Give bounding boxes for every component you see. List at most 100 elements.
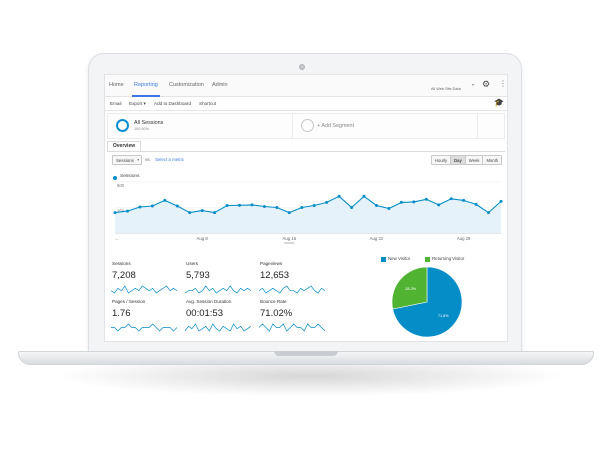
laptop-screen: Home Reporting Customization Admin All W…	[104, 74, 508, 342]
data-point[interactable]	[225, 204, 229, 207]
chart-resize-handle[interactable]	[284, 242, 295, 244]
data-point[interactable]	[325, 200, 329, 204]
active-tab-indicator	[132, 95, 160, 97]
data-point[interactable]	[188, 211, 192, 215]
data-point[interactable]	[437, 203, 441, 207]
email-button[interactable]: Email	[110, 101, 122, 106]
data-point[interactable]	[300, 206, 304, 209]
sessions-line	[114, 195, 502, 214]
sparkline-path	[111, 323, 177, 332]
graduation-cap-icon[interactable]: 🎓	[494, 98, 504, 107]
tab-admin[interactable]: Admin	[212, 82, 228, 88]
data-point[interactable]	[287, 211, 291, 215]
sessions-line-chart: 500 250... Aug 8 Aug 15 Aug 22 Aug 29	[113, 181, 503, 244]
data-point[interactable]	[412, 200, 416, 204]
sparkline	[111, 285, 177, 294]
data-point[interactable]	[126, 209, 129, 213]
x-tick-label: Aug 29	[457, 236, 471, 241]
data-point[interactable]	[449, 197, 453, 201]
month-button[interactable]: Month	[483, 156, 502, 164]
data-point[interactable]	[138, 205, 142, 209]
returning-visitor-slice[interactable]	[391, 266, 428, 310]
data-point[interactable]	[337, 194, 341, 198]
x-tick-label: ...	[115, 236, 119, 241]
data-point[interactable]	[487, 211, 490, 215]
add-segment-button[interactable]: + Add Segment	[293, 114, 478, 138]
segment-indicator-icon	[116, 119, 129, 132]
data-point[interactable]	[499, 199, 503, 203]
tab-divider	[107, 151, 505, 152]
data-point[interactable]	[362, 194, 366, 198]
segment-all-sessions[interactable]: All Sessions 100.00%	[108, 114, 293, 138]
data-point[interactable]	[375, 204, 378, 207]
data-point[interactable]	[150, 204, 154, 208]
metric-tile-pages-per-session[interactable]: Pages / Session 1.76	[109, 299, 181, 335]
metric-value: 1.76	[112, 308, 131, 319]
metric-tile-bounce-rate[interactable]: Bounce Rate 71.02%	[257, 299, 329, 335]
sparkline	[185, 323, 251, 332]
gear-icon[interactable]: ⚙	[482, 79, 491, 89]
add-to-dashboard-button[interactable]: Add to Dashboard	[154, 101, 192, 106]
sparkline-path	[185, 323, 251, 332]
data-point[interactable]	[163, 198, 167, 202]
sparkline-path	[111, 285, 177, 294]
tab-customization[interactable]: Customization	[169, 82, 204, 88]
data-point[interactable]	[200, 209, 204, 213]
metric-label: Avg. Session Duration	[186, 299, 232, 304]
metric-label: Sessions	[112, 261, 131, 266]
data-point[interactable]	[213, 211, 217, 215]
day-button[interactable]: Day	[451, 156, 466, 164]
data-point[interactable]	[175, 204, 179, 208]
slice-label: 71.8%	[438, 314, 449, 318]
metric-value: 12,653	[260, 270, 290, 281]
data-point[interactable]	[312, 204, 316, 207]
hourly-button[interactable]: Hourly	[432, 156, 452, 164]
export-button[interactable]: Export ▾	[129, 101, 146, 106]
metric-tile-sessions[interactable]: Sessions 7,208	[109, 261, 181, 297]
metric-tile-users[interactable]: Users 5,793	[183, 261, 255, 297]
metric-tile-avg-session-duration[interactable]: Avg. Session Duration 00:01:53	[183, 299, 255, 335]
y-tick-label: 250	[117, 209, 125, 214]
sparkline	[111, 323, 177, 332]
data-point[interactable]	[387, 207, 391, 210]
data-point[interactable]	[238, 203, 241, 207]
new-visitor-slice[interactable]	[392, 266, 463, 338]
data-point[interactable]	[399, 200, 403, 204]
data-point[interactable]	[462, 198, 466, 202]
data-point[interactable]	[250, 203, 254, 207]
metric-select[interactable]: Sessions ▾	[112, 155, 142, 165]
tab-home[interactable]: Home	[109, 82, 124, 88]
slice-label: 28.2%	[405, 287, 416, 291]
metric-tiles: Sessions 7,208 Users 5,793 Pageviews 12,…	[109, 261, 329, 341]
data-point[interactable]	[275, 206, 279, 209]
tab-reporting[interactable]: Reporting	[134, 82, 158, 88]
data-point[interactable]	[474, 202, 478, 206]
data-point[interactable]	[424, 197, 428, 201]
metric-select-value: Sessions	[116, 158, 134, 163]
metric-label: Pages / Session	[112, 299, 146, 304]
metric-tile-pageviews[interactable]: Pageviews 12,653	[257, 261, 329, 297]
data-point[interactable]	[113, 211, 117, 215]
account-selector[interactable]: All Web Site Data	[431, 87, 461, 91]
metric-value: 7,208	[112, 270, 136, 281]
x-tick-label: Aug 22	[370, 236, 384, 241]
sparkline	[185, 285, 251, 294]
week-button[interactable]: Week	[465, 156, 484, 164]
chart-controls: Sessions ▾ vs. Select a metric Hourly Da…	[105, 155, 507, 167]
kebab-menu-icon[interactable]: ⋮	[499, 79, 507, 88]
tab-overview[interactable]: Overview	[107, 141, 141, 151]
sparkline-path	[259, 285, 325, 294]
shortcut-button[interactable]: Shortcut	[199, 101, 217, 106]
pie-legend: New Visitor Returning Visitor	[381, 256, 501, 264]
select-a-metric-link[interactable]: Select a metric	[155, 157, 185, 162]
sparkline	[259, 323, 325, 332]
returning-visitor-legend-label: Returning Visitor	[432, 256, 465, 261]
segment-title: All Sessions	[134, 120, 164, 126]
account-dropdown-icon[interactable]: ▾	[472, 82, 475, 87]
chevron-down-icon: ▾	[137, 158, 139, 162]
data-point[interactable]	[350, 206, 354, 209]
sparkline	[259, 285, 325, 294]
laptop-notch	[274, 351, 338, 356]
data-point[interactable]	[262, 205, 266, 208]
add-segment-label: + Add Segment	[317, 123, 355, 129]
